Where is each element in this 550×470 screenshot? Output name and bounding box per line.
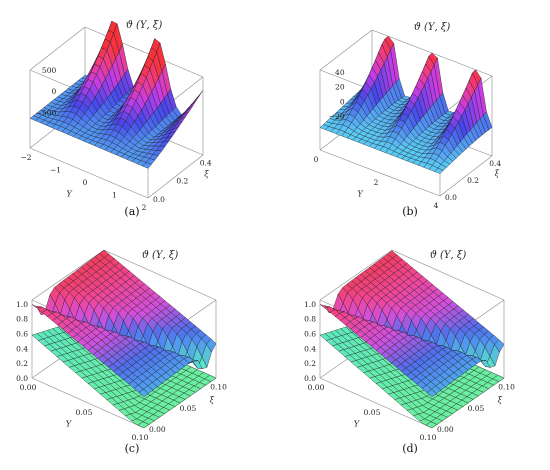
panel-b-x-tick: 4: [434, 201, 439, 210]
panel-d-z-tick: 0.0: [304, 374, 316, 383]
panel-b-z-tick: 0: [340, 97, 345, 106]
panel-c-z-tick: 0.4: [16, 344, 28, 353]
panel-c-z-tick: 0.0: [16, 374, 28, 383]
panel-b-x-tick: 0: [314, 155, 319, 164]
panel-d-x-tick: 0.10: [420, 433, 437, 442]
panel-c-z-tick: 0.2: [16, 359, 28, 368]
panel-d-caption: (d): [402, 442, 418, 455]
panel-b-title: ϑ (Υ, ξ): [414, 22, 451, 33]
panel-d-box-edge: [319, 377, 433, 429]
panel-a-z-tick: 0: [51, 87, 56, 96]
panel-d-y-tick: 0.05: [468, 404, 485, 413]
panel-b-x-label: Υ: [357, 190, 363, 199]
panel-b-x-tick: 2: [374, 178, 379, 187]
panel-a-box-edge: [84, 26, 204, 78]
panel-d-x-tick: 0.05: [364, 408, 381, 417]
panel-a-box-edge: [29, 26, 86, 71]
panel-a-box-edge: [29, 147, 149, 199]
panel-c: ϑ (Υ, ξ) 0.00 0.05 0.10 Υ 0.00 0.05 0.10 ξ 1.0 0.8…: [16, 249, 227, 455]
panel-b-y-label: ξ: [495, 169, 500, 178]
panel-a-x-tick: −2: [20, 153, 31, 162]
panel-b-caption: (b): [402, 205, 418, 218]
panel-a-y-tick: 0.4: [200, 158, 212, 167]
panel-a-z-tick: −500: [36, 109, 57, 118]
panel-c-y-tick: 0.10: [210, 383, 227, 392]
panel-d-x-tick: 0.00: [308, 383, 325, 392]
panel-a-surface-patch: [142, 162, 152, 169]
panel-c-box-edge: [31, 377, 145, 429]
panel-b-surface-patch: [434, 167, 444, 174]
panel-c-caption: (c): [125, 442, 140, 455]
panel-c-x-tick: 0.00: [20, 383, 37, 392]
panel-d-box-edge: [391, 249, 505, 301]
panel-c-x-tick: 0.10: [132, 433, 149, 442]
panel-b-y-tick: 0.2: [467, 176, 479, 185]
panel-b-box-edge: [319, 149, 441, 197]
panel-a-x-tick: −1: [50, 166, 61, 175]
panel-d: ϑ (Υ, ξ) 0.00 0.05 0.10 Υ 0.00 0.05 0.10 ξ 1.0 0.8…: [304, 249, 515, 455]
panel-d-under-surface-patch: [425, 421, 438, 429]
panel-a-box-edge: [147, 154, 204, 199]
panel-a-y-tick: 0.0: [153, 195, 165, 204]
panel-b-y-tick: 0.0: [445, 193, 457, 202]
panel-c-x-label: Υ: [66, 420, 72, 429]
panel-c-z-tick: 1.0: [16, 300, 28, 309]
panel-b-z-tick: −20: [329, 112, 345, 121]
panel-c-surface-patch: [138, 388, 149, 398]
panel-a-surface-patch: [183, 105, 193, 116]
panel-c-z-tick: 0.8: [16, 315, 28, 324]
panel-d-z-tick: 1.0: [304, 300, 316, 309]
panel-d-box-edge: [319, 249, 393, 301]
panel-a: ϑ (Υ, ξ) −2 −1 0 1 2 Υ 0.0 0.2 0.4 ξ 500 0 −500 (a): [20, 20, 211, 218]
panel-a-surface-patch: [187, 100, 197, 111]
panel-a-surface-patch: [190, 95, 200, 107]
panel-c-box-edge: [31, 249, 105, 301]
panel-a-title: ϑ (Υ, ξ): [126, 20, 163, 31]
panel-b-z-tick: 40: [335, 68, 345, 77]
panel-b-box-edge: [439, 155, 493, 197]
panel-d-z-tick: 0.2: [304, 359, 316, 368]
panel-d-z-tick: 0.6: [304, 330, 316, 339]
panel-a-x-tick: 1: [112, 191, 117, 200]
panel-a-x-tick: 0: [83, 178, 88, 187]
panel-c-y-tick: 0.00: [149, 425, 166, 434]
panel-b: ϑ (Υ, ξ) 0 2 4 Υ 0.0 0.2 0.4ξ 40 20 0 −20 (b): [314, 22, 502, 218]
panel-d-z-tick: 0.8: [304, 315, 316, 324]
panel-c-title: ϑ (Υ, ξ): [142, 250, 179, 261]
panel-c-under-surface-patch: [137, 421, 150, 429]
panel-d-y-tick: 0.00: [437, 425, 454, 434]
panel-d-title: ϑ (Υ, ξ): [430, 250, 467, 261]
panel-c-x-tick: 0.05: [76, 408, 93, 417]
panel-a-caption: (a): [124, 205, 139, 218]
panel-d-surface-patch: [426, 389, 437, 398]
panel-b-y-tick: 0.4: [489, 159, 501, 168]
panel-d-x-label: Υ: [354, 420, 360, 429]
panel-c-y-tick: 0.05: [180, 404, 197, 413]
panel-b-z-tick: 20: [335, 83, 345, 92]
panel-d-y-label: ξ: [498, 396, 503, 405]
panel-c-box-edge: [103, 249, 217, 301]
panel-a-z-tick: 500: [42, 66, 57, 75]
panel-d-y-tick: 0.10: [498, 383, 515, 392]
panel-a-x-label: Υ: [66, 190, 72, 199]
panel-c-z-tick: 0.6: [16, 330, 28, 339]
panel-d-z-tick: 0.4: [304, 344, 316, 353]
panel-b-box-edge: [319, 29, 373, 71]
panel-a-x-tick: 2: [142, 203, 147, 212]
panel-a-y-tick: 0.2: [176, 177, 188, 186]
panel-c-y-label: ξ: [210, 396, 215, 405]
panel-a-y-label: ξ: [204, 169, 209, 178]
